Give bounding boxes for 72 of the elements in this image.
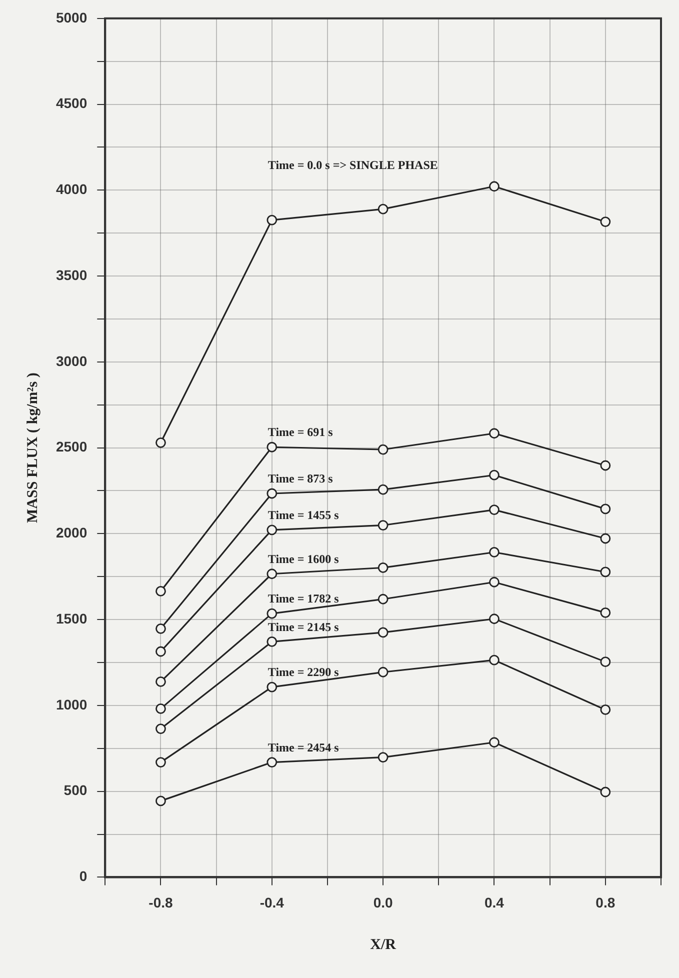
series-label: Time = 1782 s: [268, 592, 340, 606]
series-label: Time = 2454 s: [268, 740, 340, 754]
point: [489, 654, 500, 666]
x-tick-label: -0.4: [260, 894, 284, 910]
point: [266, 214, 278, 226]
point: [156, 676, 166, 687]
x-tick-label: 0.8: [596, 894, 616, 910]
y-tick-label: 3500: [56, 266, 88, 283]
point: [489, 547, 500, 558]
y-tick-label: 2000: [56, 524, 88, 541]
point: [489, 737, 500, 748]
point: [156, 586, 166, 596]
point: [266, 636, 278, 647]
x-tick-label: 0.0: [373, 894, 394, 910]
point: [600, 460, 611, 471]
point: [378, 444, 388, 455]
point: [156, 757, 166, 768]
point: [378, 627, 388, 638]
point: [600, 786, 611, 798]
y-tick-label: 1500: [56, 610, 88, 626]
y-tick-label: 2500: [56, 438, 88, 455]
y-tick-label: 5000: [56, 9, 88, 26]
point: [489, 614, 500, 624]
y-axis-title: MASS FLUX ( kg/m²s ): [24, 372, 41, 523]
point: [489, 181, 500, 192]
point: [600, 566, 611, 578]
point: [600, 504, 611, 514]
point: [266, 757, 278, 768]
y-tick-label: 4500: [56, 95, 88, 112]
series-label: Time = 873 s: [268, 472, 334, 486]
point: [156, 704, 166, 714]
point: [489, 504, 500, 516]
point: [266, 608, 278, 619]
point: [378, 520, 388, 530]
point: [378, 594, 388, 604]
series-label: Time = 2290 s: [268, 665, 340, 680]
point: [378, 752, 388, 763]
x-tick-label: 0.4: [484, 894, 504, 910]
y-tick-label: 4000: [56, 181, 88, 198]
y-tick-label: 500: [64, 782, 88, 798]
point: [489, 576, 500, 588]
x-tick-label: -0.8: [148, 894, 174, 910]
series-label: Time = 1455 s: [268, 508, 340, 522]
y-tick-label: 0: [79, 868, 88, 884]
series-label: Time = 1600 s: [268, 552, 340, 566]
point: [156, 796, 166, 806]
point: [378, 562, 388, 573]
point: [378, 204, 388, 214]
point: [156, 623, 166, 634]
point: [266, 524, 278, 536]
y-tick-label: 3000: [56, 352, 88, 369]
point: [156, 724, 166, 734]
point: [489, 470, 500, 480]
text: Time = 0.0 s => SINGLE PHASE: [268, 158, 438, 172]
point: [156, 437, 166, 448]
point: [600, 656, 611, 668]
point: [156, 646, 166, 657]
point: [378, 484, 388, 495]
point: [266, 442, 278, 452]
point: [600, 216, 611, 227]
series-label: Time = 691 s: [268, 425, 334, 440]
point: [266, 488, 278, 499]
point: [266, 568, 278, 580]
point: [266, 682, 278, 692]
point: [489, 428, 500, 439]
x-axis-title: X/R: [370, 936, 396, 953]
point: [600, 533, 611, 544]
point: [378, 666, 388, 678]
point: [600, 607, 611, 618]
point: [600, 704, 611, 715]
y-tick-label: 1000: [56, 696, 88, 712]
series-label: Time = 2145 s: [268, 620, 340, 634]
